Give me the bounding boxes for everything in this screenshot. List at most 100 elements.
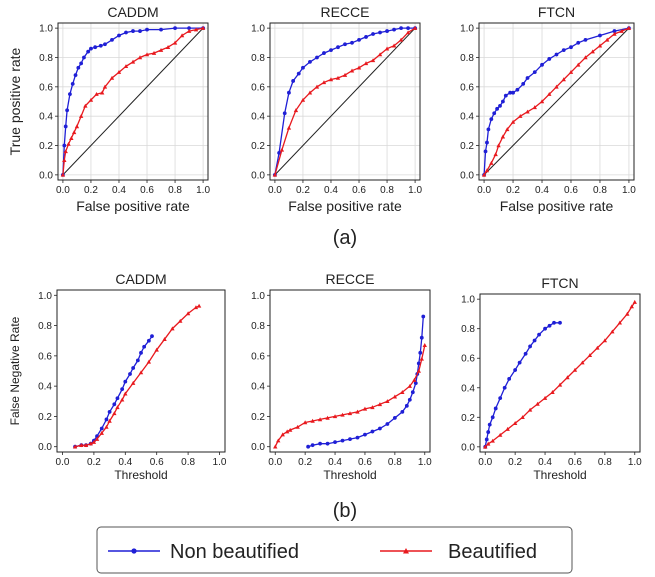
x-tick-label: 0.6 bbox=[564, 185, 578, 196]
x-tick-label: 1.0 bbox=[213, 457, 227, 468]
y-axis-label: False Negative Rate bbox=[8, 316, 22, 425]
data-point-beautified bbox=[412, 377, 417, 382]
data-point-beautified bbox=[377, 52, 383, 57]
y-tick-label: 0.2 bbox=[460, 141, 474, 152]
data-point-beautified bbox=[385, 399, 390, 404]
data-point-beautified bbox=[94, 436, 100, 441]
data-point-beautified bbox=[362, 406, 368, 411]
chart-fnr-ftcn: 0.0 0.2 0.4 0.6 0.8 1.0 0.0 0.2 0.4 0.6 0.8 1.0 FTCN… bbox=[461, 275, 642, 482]
data-point-beautified bbox=[400, 389, 405, 394]
data-point-beautified bbox=[146, 359, 152, 364]
data-point-beautified bbox=[535, 401, 540, 406]
data-point-beautified bbox=[162, 337, 167, 341]
data-point-non-beautified bbox=[308, 59, 312, 64]
data-point-non-beautified bbox=[392, 416, 397, 420]
data-point-beautified bbox=[347, 411, 353, 416]
data-point-non-beautified bbox=[485, 140, 489, 145]
data-point-beautified bbox=[179, 33, 185, 38]
x-tick-label: 0.0 bbox=[56, 185, 70, 196]
y-tick-label: 0.2 bbox=[38, 412, 52, 423]
data-point-beautified bbox=[276, 438, 281, 443]
data-point-beautified bbox=[547, 91, 552, 96]
panel-title: RECCE bbox=[320, 4, 369, 20]
data-point-beautified bbox=[626, 25, 632, 30]
data-point-non-beautified bbox=[495, 106, 500, 111]
data-point-beautified bbox=[115, 405, 120, 410]
y-tick-label: 0.4 bbox=[251, 112, 265, 123]
data-point-beautified bbox=[565, 375, 570, 380]
data-point-non-beautified bbox=[62, 143, 67, 148]
data-point-beautified bbox=[79, 442, 84, 447]
x-tick-label: 1.0 bbox=[622, 185, 636, 196]
data-point-beautified bbox=[490, 438, 495, 443]
x-tick-label: 0.6 bbox=[150, 457, 164, 468]
data-point-non-beautified bbox=[400, 409, 405, 414]
data-point-non-beautified bbox=[350, 40, 354, 45]
panel-title: RECCE bbox=[325, 271, 374, 287]
data-point-beautified bbox=[72, 444, 78, 449]
series-line-non-beautified bbox=[307, 316, 424, 448]
data-point-non-beautified bbox=[489, 117, 494, 122]
data-point-beautified bbox=[568, 69, 574, 74]
data-point-non-beautified bbox=[528, 344, 532, 349]
data-point-non-beautified bbox=[484, 437, 489, 442]
panel-title: FTCN bbox=[541, 275, 578, 291]
data-point-beautified bbox=[83, 103, 88, 108]
legend: Non beautified Beautified bbox=[96, 526, 573, 574]
data-point-non-beautified bbox=[173, 26, 177, 31]
data-point-beautified bbox=[512, 421, 518, 425]
x-axis-label: False positive rate bbox=[500, 198, 614, 214]
data-point-non-beautified bbox=[131, 366, 136, 370]
data-point-non-beautified bbox=[117, 33, 121, 38]
data-point-beautified bbox=[576, 62, 581, 67]
data-point-non-beautified bbox=[406, 26, 410, 31]
data-point-non-beautified bbox=[543, 326, 547, 331]
data-point-beautified bbox=[422, 343, 427, 348]
data-point-beautified bbox=[99, 430, 104, 435]
data-point-beautified bbox=[605, 37, 610, 42]
plot-frame bbox=[269, 289, 431, 453]
data-point-beautified bbox=[130, 59, 136, 64]
y-tick-label: 1.0 bbox=[251, 24, 265, 35]
data-point-beautified bbox=[619, 28, 624, 33]
data-point-beautified bbox=[377, 402, 383, 407]
y-tick-label: 0.0 bbox=[38, 442, 52, 453]
data-point-beautified bbox=[91, 439, 97, 444]
data-point-beautified bbox=[493, 152, 498, 157]
data-point-non-beautified bbox=[138, 29, 142, 33]
data-point-beautified bbox=[66, 141, 71, 146]
data-point-beautified bbox=[595, 345, 600, 350]
plot-frame bbox=[56, 289, 226, 453]
data-point-non-beautified bbox=[598, 33, 602, 38]
data-point-non-beautified bbox=[139, 350, 143, 355]
x-tick-label: 0.0 bbox=[268, 185, 282, 196]
chart-fnr-caddm: 0.0 0.2 0.4 0.6 0.8 1.0 0.0 0.2 0.4 0.6 0.8 1.0 CADD… bbox=[8, 271, 227, 482]
data-point-beautified bbox=[632, 299, 637, 304]
data-point-non-beautified bbox=[540, 62, 544, 67]
legend-marker-non-beautified bbox=[131, 548, 137, 554]
data-point-beautified bbox=[398, 37, 404, 42]
data-point-beautified bbox=[165, 45, 171, 49]
panel-title: CADDM bbox=[115, 271, 166, 287]
data-point-non-beautified bbox=[363, 432, 367, 437]
chart-roc-ftcn: 0.0 0.2 0.4 0.6 0.8 1.0 0.0 0.2 0.4 0.6 0.8 1.0 FTCN… bbox=[460, 4, 636, 214]
data-point-non-beautified bbox=[583, 37, 588, 42]
x-axis-label: False positive rate bbox=[288, 198, 402, 214]
data-point-beautified bbox=[293, 108, 299, 113]
data-point-non-beautified bbox=[301, 65, 305, 70]
data-point-beautified bbox=[286, 125, 292, 130]
data-point-beautified bbox=[525, 109, 530, 114]
data-point-beautified bbox=[193, 305, 199, 310]
y-axis-label: True positive rate bbox=[7, 47, 23, 155]
data-point-beautified bbox=[287, 427, 293, 432]
y-tick-label: 0.0 bbox=[461, 442, 475, 453]
x-tick-label: 0.0 bbox=[268, 457, 282, 468]
data-point-beautified bbox=[384, 46, 390, 51]
data-point-beautified bbox=[520, 415, 525, 420]
y-tick-label: 0.2 bbox=[251, 141, 265, 152]
data-point-non-beautified bbox=[282, 111, 287, 116]
x-tick-label: 0.4 bbox=[118, 457, 132, 468]
data-point-beautified bbox=[104, 424, 109, 429]
data-point-non-beautified bbox=[336, 45, 340, 50]
